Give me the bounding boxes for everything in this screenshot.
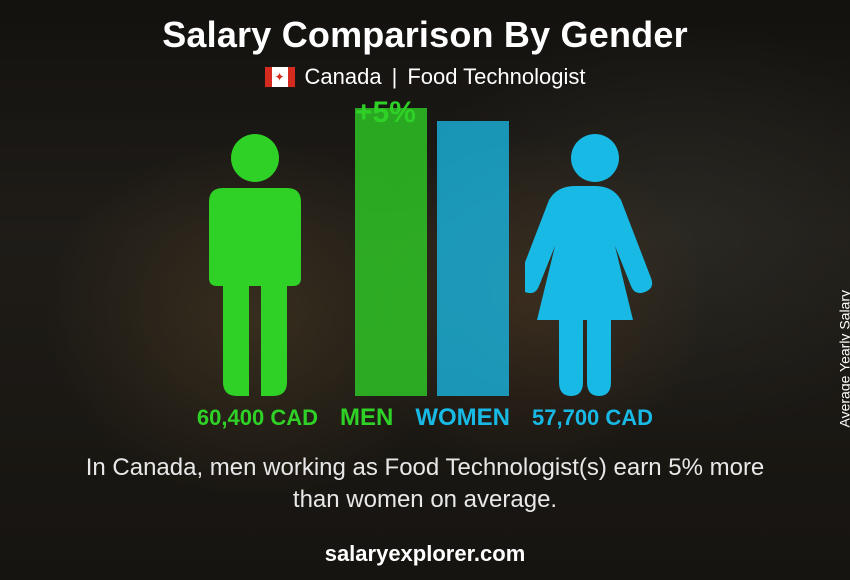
men-bar [355, 108, 427, 396]
separator: | [392, 64, 398, 90]
women-bar [437, 121, 509, 396]
infographic-root: Salary Comparison By Gender ✦ Canada | F… [0, 0, 850, 580]
job-title-label: Food Technologist [407, 64, 585, 90]
canada-flag-icon: ✦ [265, 67, 295, 87]
women-salary-value: 57,700 CAD [532, 405, 653, 431]
woman-icon [525, 132, 665, 396]
man-icon [185, 132, 325, 396]
men-label: MEN [340, 404, 393, 432]
country-label: Canada [305, 64, 382, 90]
site-credit: salaryexplorer.com [0, 541, 850, 567]
yaxis-label: Average Yearly Salary [836, 290, 850, 428]
men-salary-value: 60,400 CAD [197, 405, 318, 431]
summary-text: In Canada, men working as Food Technolog… [60, 452, 790, 517]
women-label: WOMEN [415, 404, 510, 432]
chart-labels-row: 60,400 CAD MEN WOMEN 57,700 CAD [145, 404, 705, 432]
gender-chart: +5% 60,400 CAD MEN WOMEN 57,700 CAD [145, 102, 705, 432]
subtitle-row: ✦ Canada | Food Technologist [0, 64, 850, 90]
page-title: Salary Comparison By Gender [0, 0, 850, 56]
